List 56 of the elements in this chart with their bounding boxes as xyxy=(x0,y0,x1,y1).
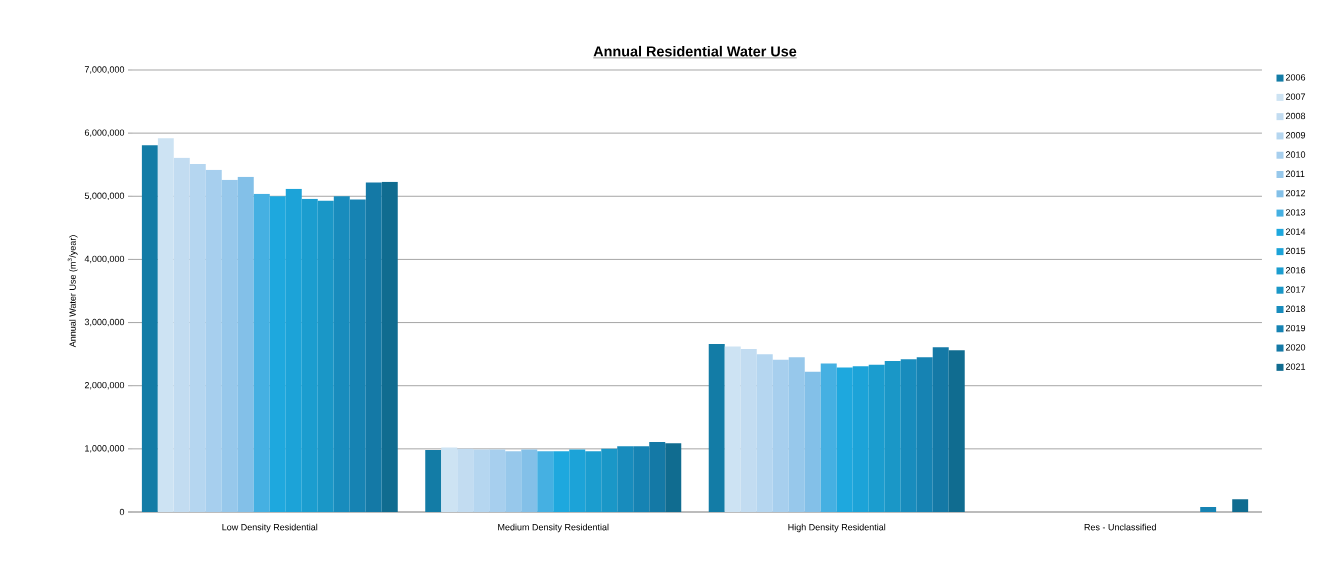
bar xyxy=(772,359,789,512)
legend-label: 2011 xyxy=(1285,170,1305,177)
x-tick-label: Res - Unclassified xyxy=(1084,523,1156,531)
legend-label: 2013 xyxy=(1285,209,1306,216)
bar xyxy=(253,193,270,512)
y-tick-label: 1,000,000 xyxy=(85,445,125,453)
x-tick-label: High Density Residential xyxy=(788,523,886,533)
bar xyxy=(205,169,222,512)
bar xyxy=(820,363,837,512)
bar xyxy=(756,354,773,512)
bar xyxy=(505,451,522,512)
y-tick-label: 0 xyxy=(119,508,125,516)
bar xyxy=(425,450,442,512)
y-tick-label: 2,000,000 xyxy=(84,381,125,390)
legend-label: 2017 xyxy=(1285,286,1306,293)
bar xyxy=(948,350,965,512)
bar xyxy=(473,449,490,512)
bar xyxy=(365,182,382,512)
legend-label: 2015 xyxy=(1285,247,1306,255)
bar xyxy=(489,449,506,512)
bar xyxy=(708,344,725,512)
bar xyxy=(665,443,682,512)
legend-label: 2007 xyxy=(1285,93,1306,100)
bar xyxy=(1200,506,1217,512)
legend-label: 2016 xyxy=(1285,267,1306,274)
y-tick-label: 5,000,000 xyxy=(84,192,125,200)
legend-label: 2012 xyxy=(1285,189,1306,197)
bar xyxy=(649,441,666,512)
x-tick-label: Low Density Residential xyxy=(222,523,318,533)
bar xyxy=(141,145,158,512)
y-tick-label: 6,000,000 xyxy=(84,129,125,137)
bar xyxy=(1232,499,1249,512)
bar xyxy=(381,181,398,512)
legend-label: 2021 xyxy=(1285,363,1306,370)
bar xyxy=(804,371,821,512)
y-tick-label: 4,000,000 xyxy=(84,255,125,264)
legend-label: 2009 xyxy=(1285,132,1306,139)
legend-label: 2020 xyxy=(1285,344,1306,351)
legend-label: 2018 xyxy=(1285,305,1306,312)
legend-label: 2010 xyxy=(1285,151,1306,158)
x-tick-label: Medium Density Residential xyxy=(498,523,609,533)
y-tick-label: 3,000,000 xyxy=(84,318,125,327)
bar xyxy=(221,179,238,512)
legend-label: 2019 xyxy=(1285,324,1306,332)
bar xyxy=(521,449,538,512)
legend-label: 2008 xyxy=(1285,112,1306,120)
y-axis-title: Annual Water Use (m$^{3}$/year) xyxy=(67,235,78,348)
bar xyxy=(537,451,554,512)
bar xyxy=(932,347,949,512)
bar xyxy=(237,176,254,512)
bar xyxy=(788,357,805,512)
chart-title: Annual Residential Water Use xyxy=(593,45,797,57)
legend-label: 2014 xyxy=(1285,228,1306,235)
y-tick-label: 7,000,000 xyxy=(84,66,125,74)
legend-label: 2006 xyxy=(1285,74,1306,81)
bar xyxy=(189,164,206,512)
